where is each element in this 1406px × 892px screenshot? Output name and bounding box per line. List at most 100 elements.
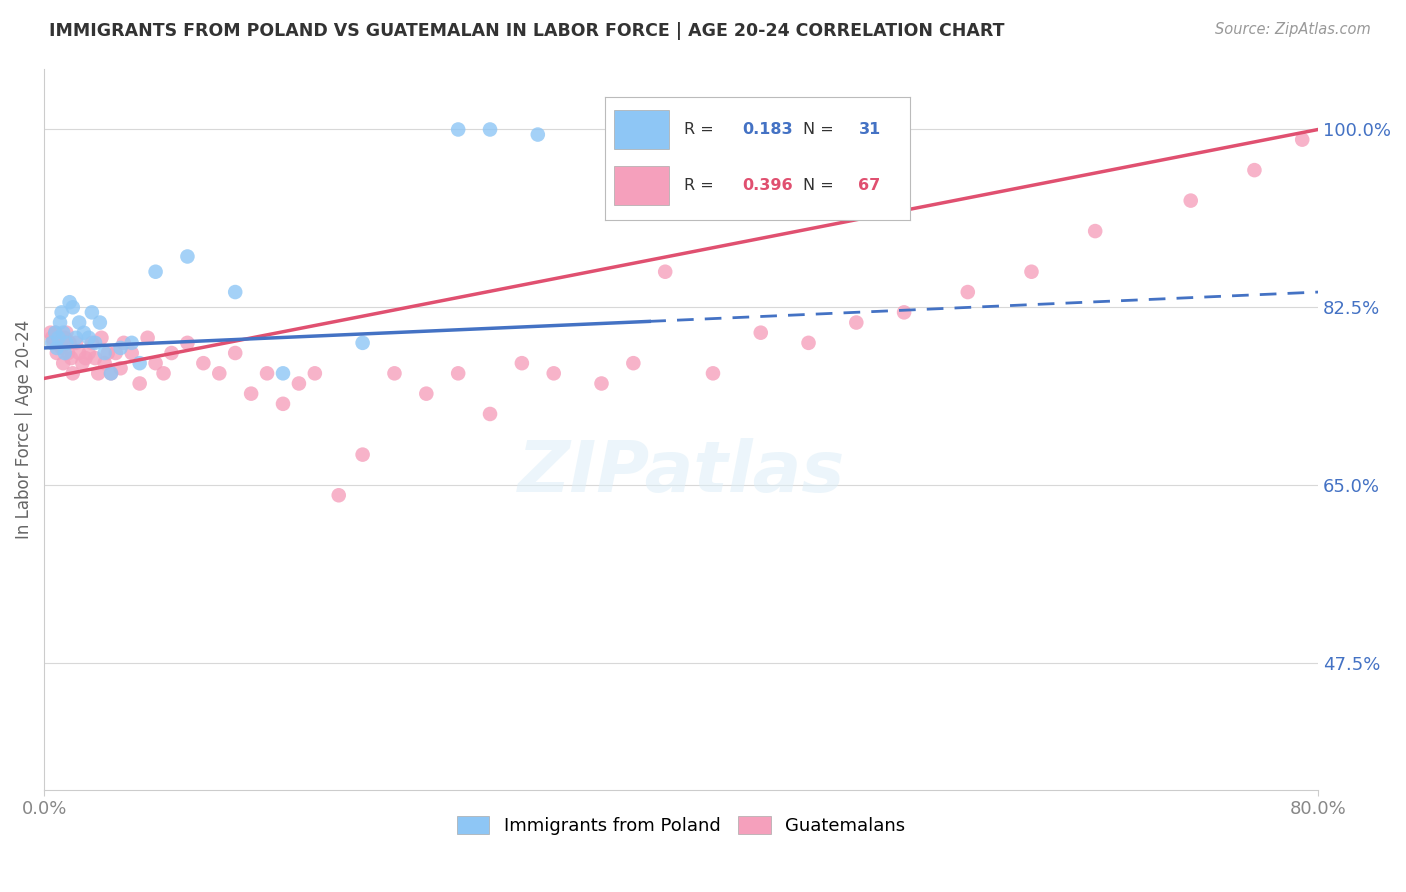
Point	[55, 335, 77, 350]
Point	[352, 448, 374, 462]
Point	[45, 341, 67, 355]
Point	[65, 331, 87, 345]
Point	[527, 128, 550, 142]
Point	[110, 341, 132, 355]
Point	[797, 335, 820, 350]
Text: IMMIGRANTS FROM POLAND VS GUATEMALAN IN LABOR FORCE | AGE 20-24 CORRELATION CHAR: IMMIGRANTS FROM POLAND VS GUATEMALAN IN …	[49, 22, 1005, 40]
Point	[77, 331, 100, 345]
Point	[55, 326, 77, 340]
Point	[621, 356, 644, 370]
Point	[60, 351, 83, 365]
Point	[52, 356, 75, 370]
Point	[104, 346, 127, 360]
Point	[58, 335, 80, 350]
Point	[893, 305, 915, 319]
Point	[224, 346, 246, 360]
Point	[97, 346, 120, 360]
Point	[45, 346, 67, 360]
Point	[44, 326, 66, 340]
Point	[956, 285, 979, 299]
Point	[44, 326, 66, 340]
Point	[145, 356, 167, 370]
Point	[160, 346, 183, 360]
Point	[53, 346, 76, 360]
Point	[72, 356, 94, 370]
Point	[89, 316, 111, 330]
Point	[845, 316, 868, 330]
Point	[121, 335, 143, 350]
Point	[100, 367, 122, 381]
Point	[176, 335, 198, 350]
Point	[53, 331, 76, 345]
Point	[90, 331, 112, 345]
Point	[415, 386, 437, 401]
Point	[75, 351, 97, 365]
Point	[56, 346, 79, 360]
Point	[654, 265, 676, 279]
Point	[176, 250, 198, 264]
Point	[128, 376, 150, 391]
Point	[80, 335, 103, 350]
Point	[479, 122, 502, 136]
Point	[352, 335, 374, 350]
Point	[93, 346, 115, 360]
Point	[510, 356, 533, 370]
Point	[271, 397, 294, 411]
Point	[128, 356, 150, 370]
Point	[49, 331, 72, 345]
Point	[42, 335, 65, 350]
Legend: Immigrants from Poland, Guatemalans: Immigrants from Poland, Guatemalans	[457, 815, 905, 835]
Point	[100, 367, 122, 381]
Point	[447, 367, 470, 381]
Point	[749, 326, 772, 340]
Point	[224, 285, 246, 299]
Point	[41, 335, 63, 350]
Point	[271, 367, 294, 381]
Point	[136, 331, 159, 345]
Text: ZIPatlas: ZIPatlas	[517, 438, 845, 507]
Point	[62, 300, 84, 314]
Point	[49, 316, 72, 330]
Point	[1243, 163, 1265, 178]
Point	[591, 376, 613, 391]
Point	[67, 346, 90, 360]
Point	[48, 331, 70, 345]
Point	[110, 361, 132, 376]
Point	[256, 367, 278, 381]
Point	[84, 351, 107, 365]
Point	[67, 316, 90, 330]
Y-axis label: In Labor Force | Age 20-24: In Labor Force | Age 20-24	[15, 319, 32, 539]
Text: Source: ZipAtlas.com: Source: ZipAtlas.com	[1215, 22, 1371, 37]
Point	[328, 488, 350, 502]
Point	[58, 295, 80, 310]
Point	[62, 367, 84, 381]
Point	[193, 356, 215, 370]
Point	[39, 326, 62, 340]
Point	[48, 335, 70, 350]
Point	[1291, 133, 1313, 147]
Point	[87, 367, 110, 381]
Point	[384, 367, 406, 381]
Point	[702, 367, 724, 381]
Point	[145, 265, 167, 279]
Point	[121, 346, 143, 360]
Point	[479, 407, 502, 421]
Point	[73, 326, 96, 340]
Point	[288, 376, 311, 391]
Point	[52, 326, 75, 340]
Point	[80, 305, 103, 319]
Point	[51, 305, 73, 319]
Point	[240, 386, 263, 401]
Point	[447, 122, 470, 136]
Point	[112, 335, 135, 350]
Point	[84, 335, 107, 350]
Point	[1084, 224, 1107, 238]
Point	[51, 341, 73, 355]
Point	[543, 367, 565, 381]
Point	[1180, 194, 1202, 208]
Point	[304, 367, 326, 381]
Point	[93, 356, 115, 370]
Point	[41, 331, 63, 345]
Point	[208, 367, 231, 381]
Point	[77, 346, 100, 360]
